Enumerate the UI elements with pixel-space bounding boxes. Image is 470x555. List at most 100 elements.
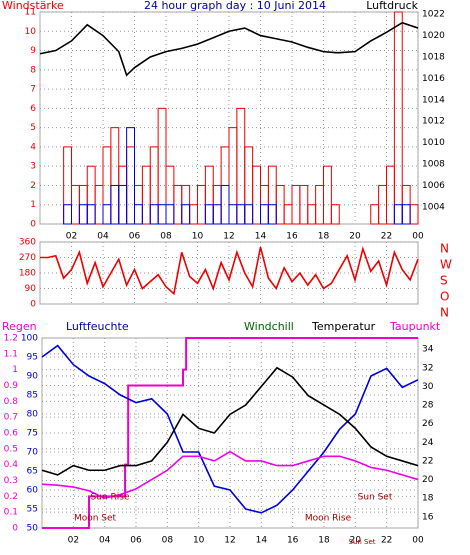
direction-label: S <box>440 274 448 288</box>
y2-tick-label: 32 <box>422 363 433 373</box>
wind-bar <box>63 204 72 225</box>
y-tick-label: 0.8 <box>4 397 19 407</box>
annotation: Sun Set <box>358 493 393 503</box>
x-tick-label: 00 <box>412 232 424 242</box>
y3-tick-label: 50 <box>27 524 39 534</box>
y-tick-label: 180 <box>19 269 36 279</box>
y2-tick-label: 30 <box>422 382 434 392</box>
y3-tick-label: 90 <box>27 372 39 382</box>
y-tick-label: 10 <box>25 27 37 37</box>
y2-tick-label: 1006 <box>422 181 445 191</box>
y-tick-label: 7 <box>30 85 36 95</box>
humidity-title: Luftfeuchte <box>66 320 129 333</box>
y-tick-label: 0.1 <box>4 508 18 518</box>
y2-tick-label: 1018 <box>422 52 445 62</box>
temperature-title: Temperatur <box>311 320 376 333</box>
y-tick-label: 0.3 <box>4 476 18 486</box>
series-line <box>41 450 419 500</box>
x-tick-label: 20 <box>349 232 361 242</box>
y-tick-label: 0.4 <box>4 460 19 470</box>
dewpoint-title: Taupunkt <box>389 320 441 333</box>
y2-tick-label: 1022 <box>422 10 445 20</box>
x-tick-label: 02 <box>66 232 77 242</box>
series-line <box>40 246 419 296</box>
x-tick-label: 02 <box>68 536 79 546</box>
x-tick-label: 12 <box>223 232 234 242</box>
x-tick-label: 16 <box>286 232 298 242</box>
chart-title: 24 hour graph day : 10 Juni 2014 <box>144 0 326 12</box>
y-tick-label: 1.2 <box>4 334 18 344</box>
x-tick-label: 00 <box>412 536 424 546</box>
y3-tick-label: 55 <box>27 505 38 515</box>
y2-tick-label: 16 <box>422 512 434 522</box>
x-tick-label: 06 <box>129 232 141 242</box>
x-tick-label: 04 <box>97 232 109 242</box>
y-tick-label: 90 <box>25 284 37 294</box>
y2-tick-label: 1020 <box>422 31 445 41</box>
y-tick-label: 0.6 <box>4 429 19 439</box>
y3-tick-label: 85 <box>27 391 38 401</box>
y2-tick-label: 24 <box>422 438 434 448</box>
x-tick-label: 04 <box>99 536 111 546</box>
direction-label: O <box>440 290 449 304</box>
y3-tick-label: 80 <box>27 410 39 420</box>
y3-tick-label: 60 <box>27 486 39 496</box>
direction-label: W <box>440 258 452 272</box>
left-axis-title: Windstärke <box>2 0 64 12</box>
x-tick-label: 14 <box>256 536 268 546</box>
wind-bar <box>86 204 96 225</box>
y2-tick-label: 28 <box>422 401 434 411</box>
y-tick-label: 2 <box>30 181 36 191</box>
y3-tick-label: 75 <box>27 429 38 439</box>
windchill-title: Windchill <box>244 320 294 333</box>
y-tick-label: 0.2 <box>4 492 18 502</box>
x-tick-label: 12 <box>224 536 235 546</box>
x-tick-label: 10 <box>192 232 204 242</box>
x-tick-label: 14 <box>255 232 267 242</box>
y3-tick-label: 100 <box>21 334 38 344</box>
wind-bar <box>330 204 340 225</box>
right-axis-title: Luftdruck <box>366 0 418 12</box>
y-tick-label: 9 <box>30 46 36 56</box>
wind-bar <box>181 204 191 225</box>
y-tick-label: 11 <box>25 8 36 18</box>
y3-tick-label: 95 <box>27 353 38 363</box>
annotation: Moon Rise <box>305 514 352 524</box>
direction-label: N <box>440 306 449 320</box>
y-tick-label: 0.7 <box>4 413 18 423</box>
y-tick-label: 0 <box>30 220 36 230</box>
annotation: Sun Rise <box>91 493 130 503</box>
wind-bar <box>244 204 254 225</box>
y2-tick-label: 34 <box>422 345 434 355</box>
y-tick-label: 4 <box>30 142 36 152</box>
y-tick-label: 3 <box>30 162 36 172</box>
x-tick-label: 18 <box>318 536 330 546</box>
y3-tick-label: 70 <box>27 448 39 458</box>
y-tick-label: 8 <box>30 65 36 75</box>
x-tick-label: 22 <box>381 536 392 546</box>
rain-title: Regen <box>2 320 37 333</box>
direction-label: N <box>440 242 449 256</box>
y2-tick-label: 22 <box>422 456 433 466</box>
annotation: Moon Set <box>74 514 117 524</box>
x-tick-label: 10 <box>193 536 205 546</box>
series-line <box>41 366 419 476</box>
series-line <box>42 337 418 529</box>
y-tick-label: 0.9 <box>4 381 19 391</box>
y-tick-label: 1 <box>30 200 36 210</box>
series-line <box>41 344 419 514</box>
y2-tick-label: 18 <box>422 494 434 504</box>
x-tick-label: 08 <box>162 536 174 546</box>
y2-tick-label: 1004 <box>422 202 445 212</box>
y-tick-label: 0 <box>12 524 18 534</box>
y2-tick-label: 26 <box>422 419 434 429</box>
y-tick-label: 5 <box>30 123 36 133</box>
wind-bar <box>323 165 332 225</box>
y-tick-label: 0 <box>30 300 36 310</box>
y3-tick-label: 65 <box>27 467 38 477</box>
wind-bar <box>134 204 143 225</box>
annotation: Sun Set <box>348 538 375 546</box>
y-tick-label: 6 <box>30 104 36 114</box>
series-line <box>39 21 419 77</box>
